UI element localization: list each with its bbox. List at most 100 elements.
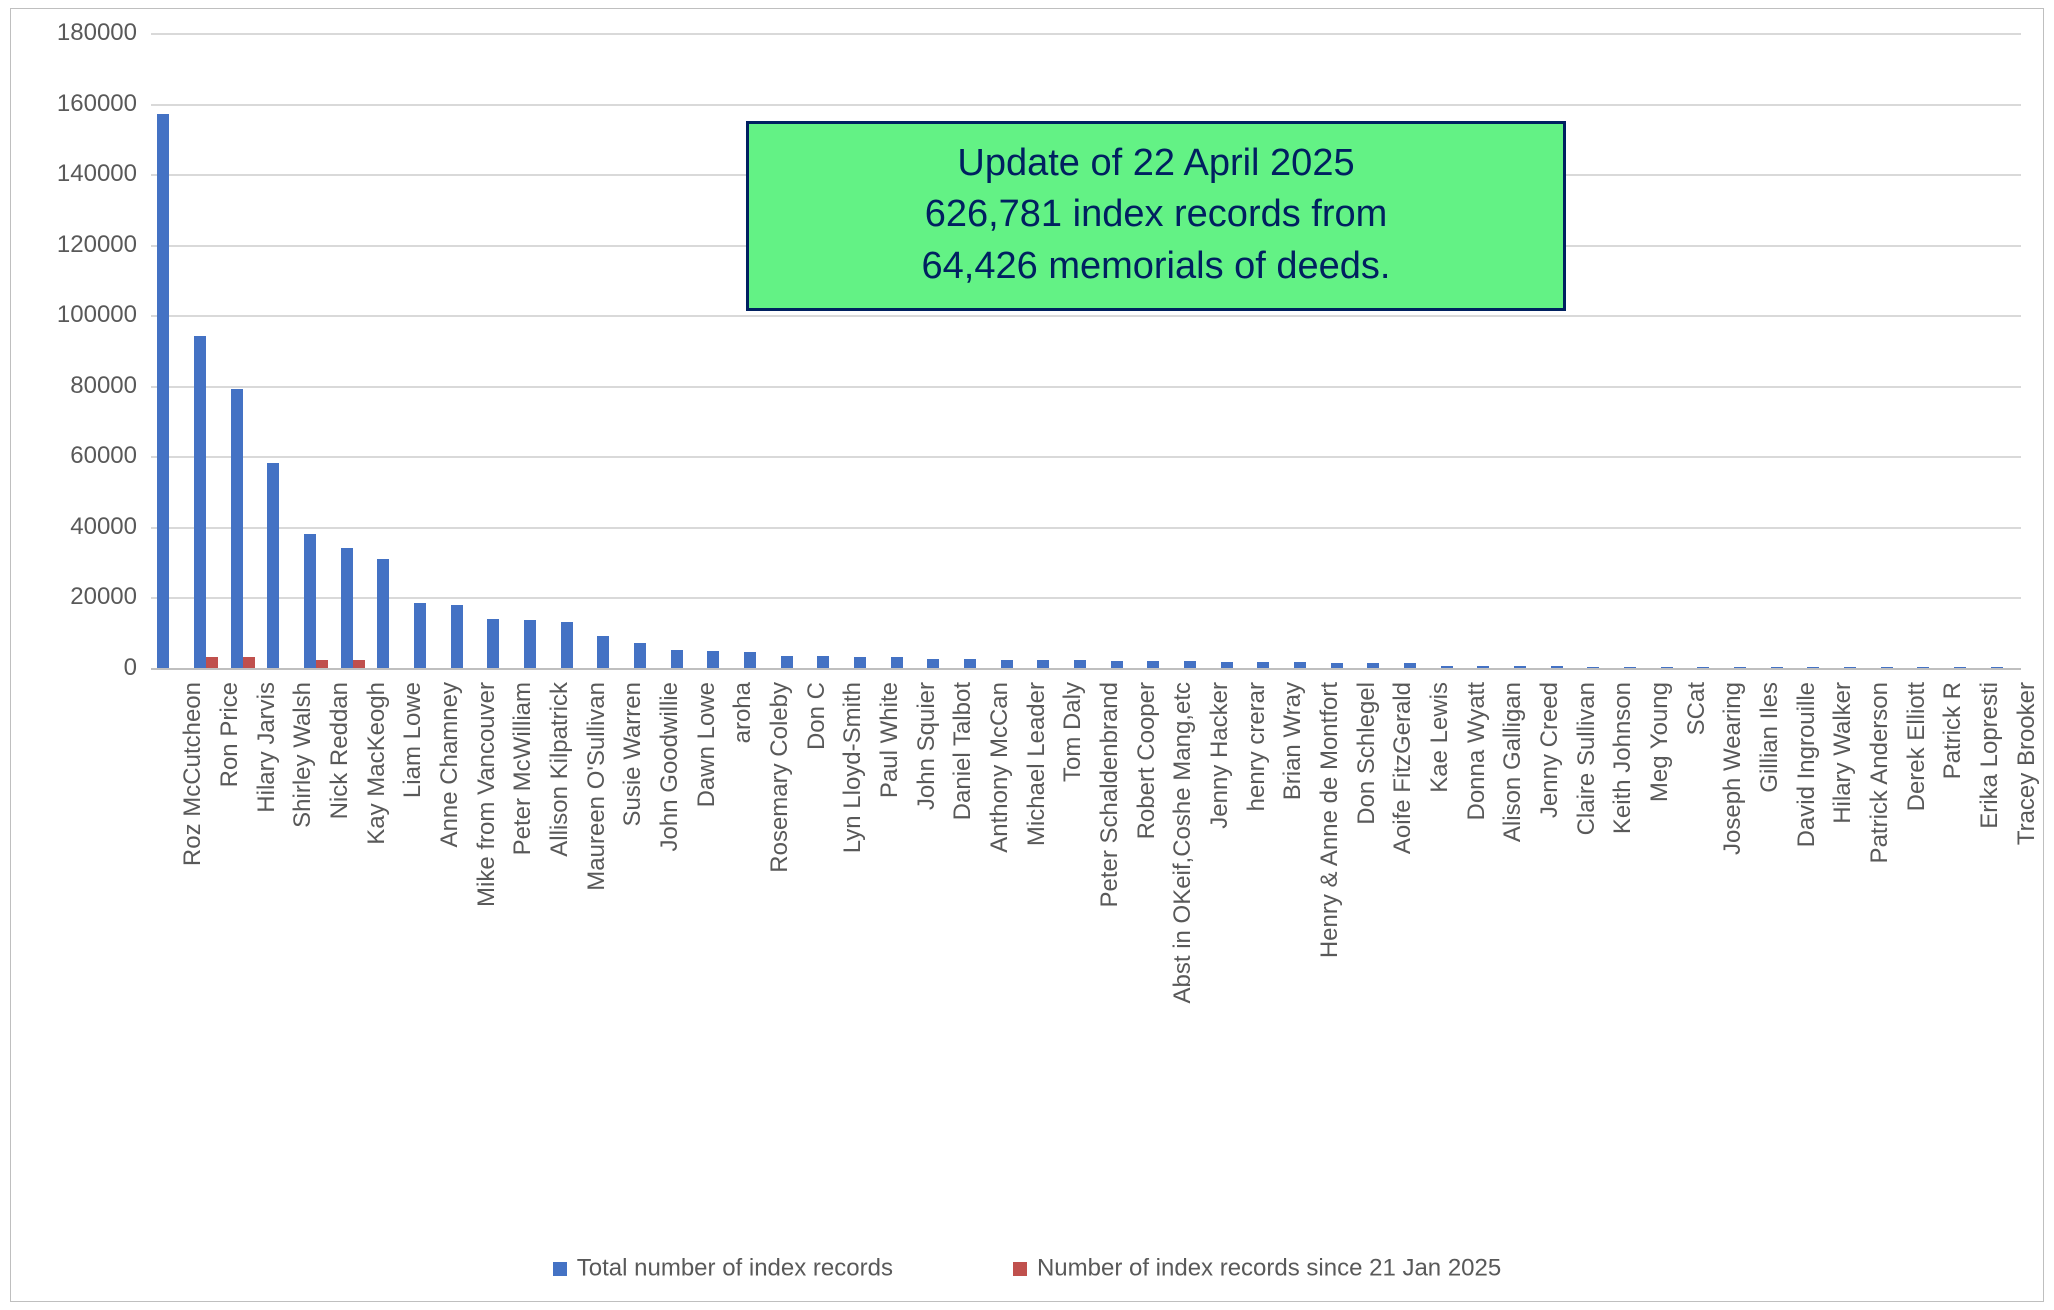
total-bar — [781, 656, 793, 668]
total-bar — [487, 619, 499, 668]
total-bar — [1734, 667, 1746, 668]
y-tick-label: 140000 — [57, 160, 151, 188]
total-bar — [1697, 667, 1709, 668]
x-tick-label: Robert Cooper — [1133, 682, 1161, 839]
x-tick-label: Roz McCutcheon — [179, 682, 207, 866]
total-bar — [231, 389, 243, 668]
x-tick-label: Maureen O'Sullivan — [583, 682, 611, 891]
total-bar — [634, 643, 646, 668]
recent-bar — [316, 660, 328, 668]
x-tick-label: aroha — [729, 682, 757, 743]
total-bar — [561, 622, 573, 668]
x-tick-label: Hilary Walker — [1829, 682, 1857, 824]
x-tick-label: henry crerar — [1243, 682, 1271, 811]
x-tick-label: Anne Chamney — [436, 682, 464, 847]
total-bar — [1257, 662, 1269, 668]
total-bar — [1881, 667, 1893, 668]
x-tick-label: Anthony McCan — [986, 682, 1014, 853]
total-bar — [1661, 667, 1673, 668]
total-bar — [1221, 662, 1233, 668]
recent-bar — [206, 657, 218, 668]
x-tick-label: Peter Schaldenbrand — [1096, 682, 1124, 908]
total-bar — [267, 463, 279, 668]
total-bar — [1147, 661, 1159, 668]
x-tick-label: Alison Galligan — [1499, 682, 1527, 842]
x-tick-label: Kay MacKeogh — [363, 682, 391, 845]
total-bar — [1954, 667, 1966, 668]
x-tick-label: Mike from Vancouver — [473, 682, 501, 907]
legend-swatch — [1013, 1262, 1027, 1276]
total-bar — [1771, 667, 1783, 668]
total-bar — [927, 659, 939, 668]
x-tick-label: Meg Young — [1646, 682, 1674, 802]
x-tick-label: Michael Leader — [1023, 682, 1051, 846]
x-tick-label: Paul White — [876, 682, 904, 798]
total-bar — [964, 659, 976, 668]
total-bar — [817, 656, 829, 668]
total-bar — [524, 620, 536, 668]
recent-bar — [353, 660, 365, 668]
legend-swatch — [553, 1262, 567, 1276]
x-tick-label: Rosemary Coleby — [766, 682, 794, 873]
total-bar — [1331, 663, 1343, 668]
gridline — [151, 315, 2021, 317]
x-tick-label: Gillian Iles — [1756, 682, 1784, 793]
x-tick-label: Shirley Walsh — [289, 682, 317, 828]
total-bar — [414, 603, 426, 668]
total-bar — [341, 548, 353, 668]
x-tick-label: Allison Kilpatrick — [546, 682, 574, 857]
x-tick-label: Don C — [803, 682, 831, 750]
x-tick-label: Jenny Creed — [1536, 682, 1564, 818]
x-tick-label: Hilary Jarvis — [253, 682, 281, 813]
total-bar — [1441, 666, 1453, 668]
x-tick-label: John Squier — [913, 682, 941, 810]
x-tick-label: Erika Lopresti — [1976, 682, 2004, 829]
x-tick-label: Joseph Wearing — [1719, 682, 1747, 855]
x-tick-label: Ron Price — [216, 682, 244, 787]
y-tick-label: 60000 — [70, 442, 151, 470]
gridline — [151, 104, 2021, 106]
callout-line: 626,781 index records from — [769, 189, 1543, 240]
total-bar — [1074, 660, 1086, 668]
x-tick-label: Keith Johnson — [1609, 682, 1637, 834]
recent-bar — [243, 657, 255, 668]
x-tick-label: Jenny Hacker — [1206, 682, 1234, 829]
gridline — [151, 386, 2021, 388]
total-bar — [1367, 663, 1379, 668]
y-tick-label: 20000 — [70, 583, 151, 611]
x-tick-label: Liam Lowe — [399, 682, 427, 798]
gridline — [151, 33, 2021, 35]
y-tick-label: 180000 — [57, 19, 151, 47]
total-bar — [451, 605, 463, 669]
x-tick-label: David Ingrouille — [1793, 682, 1821, 847]
total-bar — [1587, 667, 1599, 668]
x-tick-label: Henry & Anne de Montfort — [1316, 682, 1344, 958]
total-bar — [1111, 661, 1123, 668]
x-tick-label: Tom Daly — [1059, 682, 1087, 782]
x-tick-label: Derek Elliott — [1903, 682, 1931, 811]
total-bar — [707, 651, 719, 668]
x-tick-label: Aoife FitzGerald — [1389, 682, 1417, 854]
total-bar — [1807, 667, 1819, 668]
y-tick-label: 160000 — [57, 90, 151, 118]
total-bar — [597, 636, 609, 668]
x-tick-label: SCat — [1683, 682, 1711, 735]
total-bar — [854, 657, 866, 668]
total-bar — [1037, 660, 1049, 668]
x-tick-label: Donna Wyatt — [1463, 682, 1491, 821]
total-bar — [891, 657, 903, 668]
x-tick-label: Brian Wray — [1279, 682, 1307, 800]
x-tick-label: Daniel Talbot — [949, 682, 977, 820]
y-tick-label: 40000 — [70, 513, 151, 541]
x-tick-label: Peter McWilliam — [509, 682, 537, 855]
total-bar — [1404, 663, 1416, 668]
x-axis-line — [151, 668, 2021, 670]
gridline — [151, 597, 2021, 599]
total-bar — [1624, 667, 1636, 668]
y-tick-label: 0 — [124, 654, 151, 682]
total-bar — [1917, 667, 1929, 668]
chart-frame: 0200004000060000800001000001200001400001… — [10, 8, 2044, 1302]
total-bar — [1001, 660, 1013, 668]
gridline — [151, 456, 2021, 458]
x-tick-label: Patrick R — [1939, 682, 1967, 779]
